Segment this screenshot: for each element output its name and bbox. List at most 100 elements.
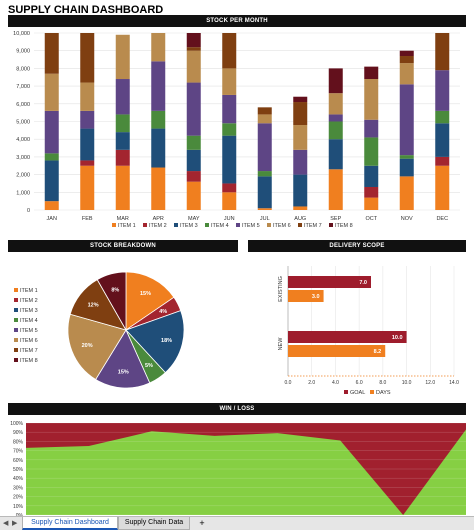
stock-legend-label: ITEM 8 [335, 223, 353, 229]
stock-x-tick-label: FEB [82, 216, 93, 222]
pie-legend-label: ITEM 4 [20, 318, 38, 324]
pie-data-label: 12% [88, 302, 99, 308]
pie-legend-swatch [14, 298, 18, 302]
stock-legend-label: ITEM 2 [149, 223, 167, 229]
stock-bar-segment [186, 50, 201, 83]
stock-bar-segment [435, 123, 450, 157]
stock-x-tick-label: DEC [436, 216, 448, 222]
stock-x-tick-label: SEP [330, 216, 341, 222]
stock-bar-segment [222, 123, 237, 136]
tab-prev-icon[interactable]: ◀ [3, 520, 9, 527]
stock-bar-segment [364, 197, 379, 210]
stock-legend-label: ITEM 7 [304, 223, 322, 229]
stock-per-month-header: STOCK PER MONTH [8, 15, 466, 27]
tab-next-icon[interactable]: ▶ [12, 520, 18, 527]
tab-supply-chain-data[interactable]: Supply Chain Data [118, 517, 190, 530]
pie-legend-label: ITEM 5 [20, 328, 38, 334]
stock-bar-segment [186, 82, 201, 136]
stock-bar-segment [222, 94, 237, 124]
delivery-x-tick-label: 10.0 [402, 380, 412, 386]
winloss-y-tick-label: 10% [13, 504, 24, 510]
stock-legend-swatch [298, 223, 302, 227]
delivery-bar [288, 331, 407, 343]
delivery-x-tick-label: 8.0 [379, 380, 386, 386]
stock-bar-segment [328, 121, 343, 140]
stock-bar-segment [328, 169, 343, 210]
stock-bar-segment [115, 114, 130, 133]
stock-bar-segment [257, 114, 272, 124]
delivery-legend-label: GOAL [350, 390, 365, 396]
stock-bar-segment [364, 119, 379, 138]
stock-legend-swatch [112, 223, 116, 227]
stock-bar-segment [115, 132, 130, 150]
pie-data-label: 18% [161, 338, 172, 344]
stock-bar-segment [364, 165, 379, 187]
tab-supply-chain-dashboard[interactable]: Supply Chain Dashboard [22, 517, 118, 530]
stock-bar-segment [80, 33, 95, 83]
stock-bar-segment [151, 110, 166, 129]
stock-x-tick-label: AUG [294, 216, 306, 222]
delivery-legend-swatch [344, 390, 348, 394]
stock-bar-segment [222, 192, 237, 210]
pie-legend-label: ITEM 7 [20, 348, 38, 354]
delivery-scope-chart: 0.0 2.0 4.0 6.0 8.0 10.0 12.0 14.0 EXISTING 7.0 3.… [278, 266, 459, 396]
stock-bar-segment [328, 93, 343, 115]
stock-bar-segment [399, 176, 414, 210]
stock-legend-swatch [174, 223, 178, 227]
winloss-y-tick-label: 20% [13, 495, 24, 501]
pie-data-label: 15% [140, 291, 151, 297]
stock-bar-segment [293, 206, 308, 210]
stock-bar-segment [80, 128, 95, 161]
stock-bar-segment [115, 79, 130, 115]
stock-legend-label: ITEM 5 [242, 223, 260, 229]
stock-bar-segment [435, 70, 450, 111]
stock-bar-segment [151, 167, 166, 210]
stock-y-tick-label: 4,000 [16, 137, 30, 143]
stock-bar-segment [328, 139, 343, 170]
winloss-y-tick-label: 30% [13, 485, 24, 491]
stock-bar-segment [44, 201, 59, 210]
pie-legend-label: ITEM 3 [20, 308, 38, 314]
stock-bar-segment [257, 171, 272, 177]
stock-legend-label: ITEM 1 [118, 223, 136, 229]
stock-bar-segment [44, 110, 59, 154]
stock-bar-segment [257, 107, 272, 115]
winloss-y-tick-label: 80% [13, 439, 24, 445]
stock-bar-segment [80, 82, 95, 111]
stock-bar-segment [44, 73, 59, 111]
stock-y-tick-label: 1,000 [16, 190, 30, 196]
pie-data-label: 8% [111, 288, 119, 294]
stock-y-tick-label: 7,000 [16, 84, 30, 90]
delivery-legend-swatch [370, 390, 374, 394]
stock-y-tick-label: 5,000 [16, 120, 30, 126]
stock-y-tick-label: 2,000 [16, 173, 30, 179]
pie-data-label: 15% [118, 370, 129, 376]
pie-slice [95, 329, 151, 389]
page-title: SUPPLY CHAIN DASHBOARD [8, 4, 164, 16]
stock-legend-swatch [329, 223, 333, 227]
stock-breakdown-header: STOCK BREAKDOWN [8, 240, 238, 252]
pie-legend-swatch [14, 338, 18, 342]
pie-slice [125, 310, 185, 374]
pie-data-label: 5% [145, 363, 153, 369]
stock-bar-segment [115, 34, 130, 80]
winloss-y-tick-label: 90% [13, 430, 24, 436]
stock-bar-segment [115, 149, 130, 166]
stock-bar-segment [44, 153, 59, 161]
add-sheet-button[interactable]: + [199, 518, 205, 528]
delivery-legend-label: DAYS [376, 390, 391, 396]
stock-bar-segment [435, 165, 450, 210]
sheet-tab-bar: ◀ ▶ Supply Chain Dashboard Supply Chain … [0, 516, 474, 530]
stock-y-tick-label: 10,000 [13, 31, 30, 37]
stock-per-month-chart: 0 1,000 2,000 3,000 4,000 5,000 6,000 7,000 8,00… [13, 31, 460, 229]
stock-bar-segment [328, 114, 343, 122]
pie-legend-label: ITEM 6 [20, 338, 38, 344]
stock-y-tick-label: 6,000 [16, 102, 30, 108]
stock-bar-segment [222, 68, 237, 95]
pie-data-label: 4% [159, 309, 167, 315]
stock-bar-segment [293, 102, 308, 126]
pie-legend-swatch [14, 328, 18, 332]
delivery-bar [288, 345, 386, 357]
delivery-data-label: 7.0 [359, 280, 367, 286]
pie-data-label: 20% [82, 343, 93, 349]
